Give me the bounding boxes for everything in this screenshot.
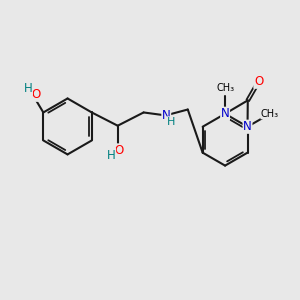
Text: O: O bbox=[254, 75, 263, 88]
Text: H: H bbox=[24, 82, 32, 95]
Text: H: H bbox=[107, 149, 116, 162]
Text: O: O bbox=[31, 88, 40, 101]
Text: N: N bbox=[243, 120, 252, 133]
Text: CH₃: CH₃ bbox=[261, 109, 279, 119]
Text: H: H bbox=[167, 117, 175, 127]
Text: N: N bbox=[221, 107, 230, 120]
Text: CH₃: CH₃ bbox=[216, 83, 234, 93]
Text: N: N bbox=[162, 109, 171, 122]
Text: O: O bbox=[114, 144, 124, 157]
